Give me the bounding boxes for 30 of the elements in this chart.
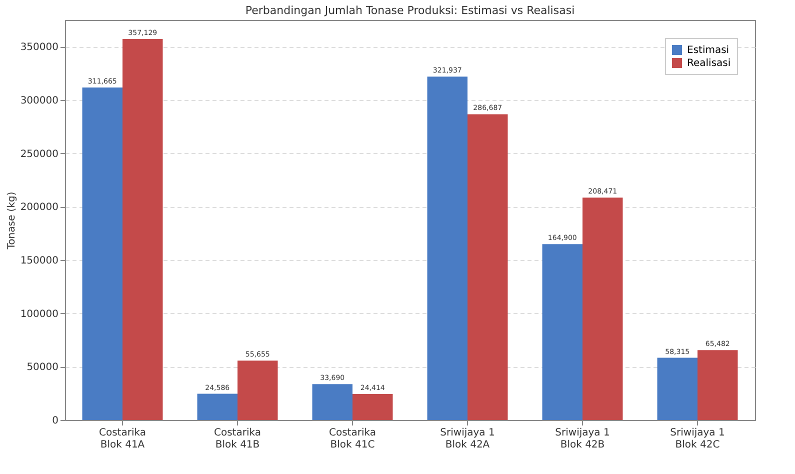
bar bbox=[312, 384, 352, 420]
y-tick-label: 0 bbox=[52, 416, 58, 426]
y-tick-label: 200000 bbox=[20, 202, 58, 214]
y-axis-title: Tonase (kg) bbox=[6, 192, 18, 250]
chart-title: Perbandingan Jumlah Tonase Produksi: Estimasi vs Realisasi bbox=[245, 4, 575, 17]
y-tick-label: 350000 bbox=[20, 42, 58, 54]
bar bbox=[427, 76, 468, 420]
legend-label: Realisasi bbox=[687, 58, 731, 69]
x-tick-label: Costarika Blok 41C bbox=[329, 428, 376, 450]
bar bbox=[582, 198, 623, 420]
bar bbox=[197, 394, 238, 420]
bar bbox=[238, 360, 278, 420]
bar bbox=[122, 39, 163, 420]
bar bbox=[657, 358, 698, 420]
y-tick-label: 250000 bbox=[20, 148, 58, 160]
x-tick-label: Sriwijaya 1 Blok 42A bbox=[440, 428, 495, 450]
x-tick-label: Costarika Blok 41B bbox=[214, 428, 261, 450]
bar bbox=[82, 88, 122, 420]
x-tick-label: Costarika Blok 41A bbox=[99, 428, 146, 450]
legend-label: Estimasi bbox=[687, 45, 730, 56]
bar bbox=[698, 350, 738, 420]
y-tick-label: 50000 bbox=[26, 362, 58, 374]
y-tick-label: 100000 bbox=[20, 308, 58, 320]
y-tick-label: 150000 bbox=[20, 256, 58, 266]
bar bbox=[352, 394, 393, 420]
bar bbox=[468, 114, 508, 420]
x-tick-label: Sriwijaya 1 Blok 42C bbox=[670, 428, 725, 450]
bar bbox=[542, 244, 582, 420]
y-tick-label: 300000 bbox=[20, 96, 58, 106]
x-tick-label: Sriwijaya 1 Blok 42B bbox=[555, 428, 610, 450]
